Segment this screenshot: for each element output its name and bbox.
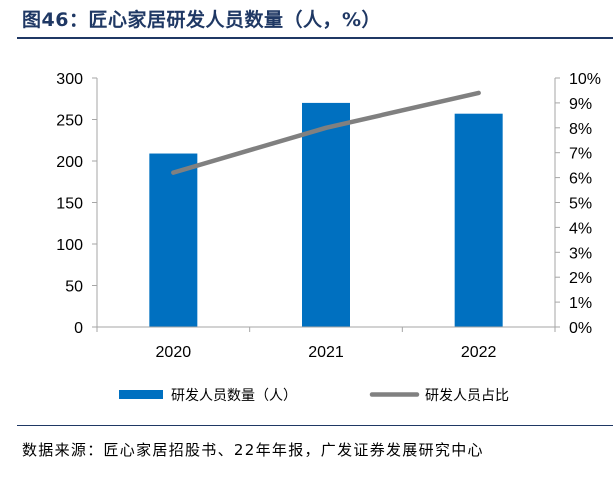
chart: 0 50 100 150 200 250 300 0% 1% 2% 3% 4% 5% 6% 7% 8% 9% 1…	[56, 71, 601, 404]
source-note: 数据来源：匠心家居招股书、22年年报，广发证券发展研究中心	[22, 441, 484, 459]
source-rule	[17, 425, 613, 426]
title-rule	[17, 37, 613, 39]
right-tick-label: 5%	[569, 196, 592, 213]
right-tick-label: 0%	[569, 320, 592, 337]
left-tick-label: 250	[56, 113, 83, 130]
axes	[96, 78, 556, 328]
x-tick-label-2021: 2021	[308, 344, 344, 361]
right-tick-label: 7%	[569, 146, 592, 163]
x-tick-label-2020: 2020	[156, 344, 192, 361]
right-tick-label: 3%	[569, 245, 592, 262]
right-tick-label: 10%	[569, 71, 601, 88]
left-tick-label: 100	[56, 237, 83, 254]
left-tick-label: 150	[56, 196, 83, 213]
right-tick-label: 9%	[569, 96, 592, 113]
right-tick-label: 1%	[569, 295, 592, 312]
left-tick-label: 0	[74, 320, 83, 337]
right-axis: 0% 1% 2% 3% 4% 5% 6% 7% 8% 9% 10%	[555, 71, 601, 337]
legend-line-label: 研发人员占比	[425, 388, 509, 404]
bar-2021	[302, 102, 350, 328]
right-tick-label: 4%	[569, 220, 592, 237]
right-tick-label: 8%	[569, 121, 592, 138]
right-tick-label: 6%	[569, 171, 592, 188]
left-tick-label: 300	[56, 71, 83, 88]
left-tick-label: 50	[65, 279, 83, 296]
left-axis: 0 50 100 150 200 250 300	[56, 71, 97, 337]
bar-2020	[149, 153, 198, 327]
legend: 研发人员数量（人） 研发人员占比	[119, 388, 509, 404]
bar-2022	[454, 113, 503, 327]
bar-series	[149, 102, 503, 328]
line-series	[171, 90, 481, 175]
x-axis: 2020 2021 2022	[96, 327, 556, 361]
left-tick-label: 200	[56, 154, 83, 171]
right-tick-label: 2%	[569, 270, 592, 287]
x-tick-label-2022: 2022	[461, 344, 497, 361]
figure-title: 图46：匠心家居研发人员数量（人，%）	[22, 9, 381, 31]
legend-bar-swatch	[119, 390, 163, 399]
legend-bar-label: 研发人员数量（人）	[171, 388, 297, 404]
